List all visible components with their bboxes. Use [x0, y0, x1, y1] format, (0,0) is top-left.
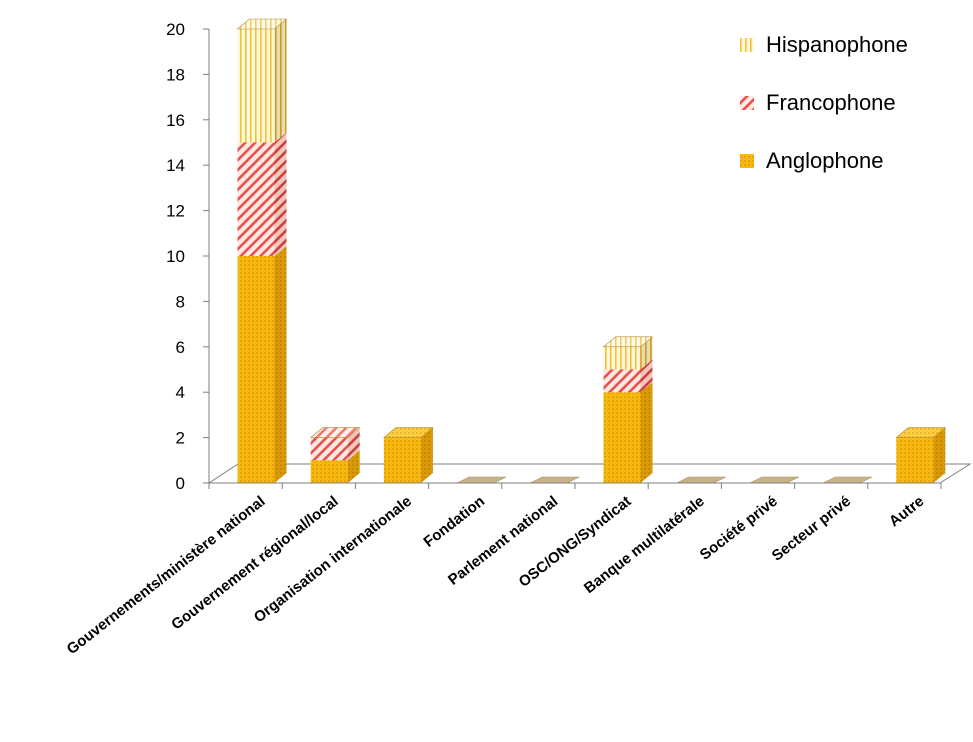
bar-segment-side: [640, 359, 653, 393]
x-tick-label: Banque multilatérale: [581, 493, 708, 597]
bar-segment-front: [603, 392, 641, 483]
y-tick-label: 2: [176, 429, 185, 448]
bar-segment-front: [310, 437, 348, 461]
y-tick-label: 4: [176, 383, 185, 402]
legend-item: Francophone: [740, 90, 896, 115]
legend-label: Hispanophone: [766, 32, 908, 57]
y-tick-label: 12: [166, 202, 185, 221]
bar-top: [309, 427, 361, 438]
bar-segment-front: [896, 437, 934, 483]
bar-segment-front: [310, 460, 348, 483]
y-axis-ticks: 0 2 4 6 8 10 12 14 16 18 20: [166, 20, 209, 493]
legend: Hispanophone Francophone Anglophone: [740, 32, 908, 173]
bar-segment-side: [420, 427, 433, 483]
legend-item: Anglophone: [740, 148, 883, 173]
bar-top: [383, 427, 434, 438]
y-tick-label: 6: [176, 338, 185, 357]
y-tick-label: 18: [166, 65, 185, 84]
bar-segment-side: [274, 19, 287, 143]
x-tick-label: Secteur privé: [769, 493, 854, 565]
y-tick-label: 0: [176, 474, 185, 493]
bar-top: [602, 336, 654, 348]
bar-segment-front: [237, 256, 275, 483]
bar-stack: [602, 336, 654, 483]
y-tick-label: 20: [166, 20, 185, 39]
bar-stack: [895, 427, 947, 483]
bar-segment-side: [347, 450, 360, 483]
bar-top: [895, 427, 947, 438]
bar-stack: [383, 427, 434, 483]
bar-segment-front: [383, 437, 421, 483]
legend-item: Hispanophone: [740, 32, 908, 57]
bar-segment-front: [237, 29, 275, 143]
legend-swatch: [740, 96, 754, 110]
bar-stacks: [236, 18, 947, 484]
bar-segment-front: [603, 346, 641, 370]
x-axis-labels: Gouvernements/ministère nationalGouverne…: [64, 482, 942, 658]
x-tick-label: Fondation: [420, 493, 488, 551]
legend-label: Anglophone: [766, 148, 883, 173]
legend-swatch: [740, 154, 754, 168]
bar-segment-side: [274, 246, 287, 483]
bar-stack: [309, 427, 361, 483]
y-tick-label: 16: [166, 111, 185, 130]
x-tick-label: Autre: [886, 493, 927, 531]
y-tick-label: 8: [176, 292, 185, 311]
legend-label: Francophone: [766, 90, 896, 115]
bar-segment-side: [640, 382, 653, 483]
x-tick-label: Société privé: [697, 493, 781, 564]
legend-swatch: [740, 38, 754, 52]
bar-segment-front: [603, 369, 641, 393]
bar-segment-front: [237, 142, 275, 256]
bar-segment-side: [274, 132, 287, 256]
bar-segment-side: [933, 427, 946, 483]
bar-segment-side: [347, 427, 360, 461]
y-tick-label: 14: [166, 156, 185, 175]
bar-segment-side: [640, 336, 653, 370]
bar-top: [236, 18, 288, 30]
bar-stack: [236, 18, 288, 483]
y-tick-label: 10: [166, 247, 185, 266]
